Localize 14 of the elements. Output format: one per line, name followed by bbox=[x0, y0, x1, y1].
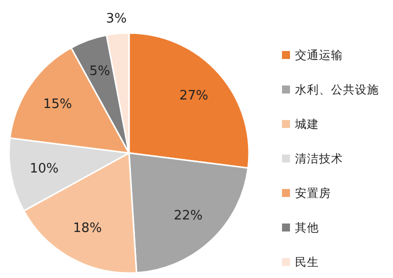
data-label: 22% bbox=[174, 208, 203, 224]
data-label: 27% bbox=[179, 88, 208, 104]
legend-label: 水利、公共设施 bbox=[295, 82, 379, 96]
legend-label: 交通运输 bbox=[295, 48, 343, 62]
legend-label: 清洁技术 bbox=[295, 152, 343, 166]
legend-label: 民生 bbox=[295, 255, 319, 269]
data-label: 3% bbox=[106, 12, 127, 27]
legend-label: 城建 bbox=[294, 117, 319, 131]
data-label: 5% bbox=[89, 64, 110, 80]
data-label: 18% bbox=[72, 221, 102, 236]
legend-label: 安置房 bbox=[295, 186, 331, 200]
legend-label: 其他 bbox=[295, 220, 319, 234]
data-label: 15% bbox=[43, 96, 72, 112]
data-label: 10% bbox=[30, 162, 59, 177]
